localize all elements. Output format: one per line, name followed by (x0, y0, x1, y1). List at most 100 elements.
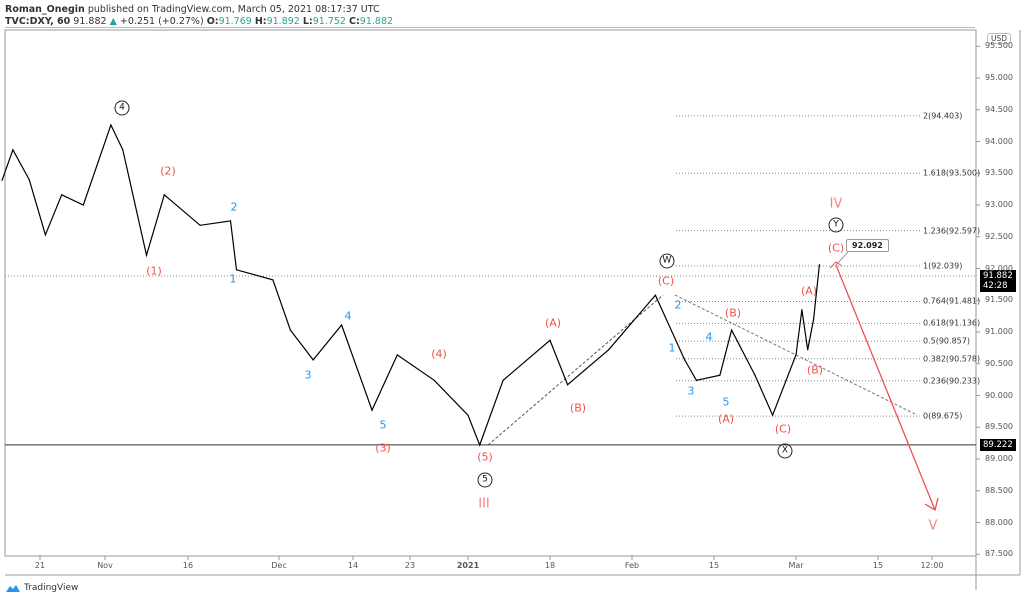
price-point (371, 409, 373, 411)
price-point (771, 414, 774, 416)
price-point (12, 149, 14, 151)
wave-label-V[interactable]: V (928, 518, 938, 534)
wave-label-(B)[interactable]: (B) (806, 363, 824, 377)
wave-label-2[interactable]: 2 (230, 200, 238, 214)
price-point (818, 264, 821, 266)
wave-label-4[interactable]: 4 (705, 330, 713, 344)
price-point (801, 309, 803, 311)
y-tick-label: 95.000 (985, 73, 1013, 82)
high-value: 91.892 (266, 16, 300, 27)
fib-level-label[interactable]: 0(89.675) (923, 411, 963, 421)
last-price: 91.882 (73, 16, 107, 27)
y-tick-label: 91.500 (985, 295, 1013, 305)
wave-label-(A)[interactable]: (A) (717, 412, 735, 426)
fib-level-label[interactable]: 2(94.403) (923, 111, 963, 121)
price-point (549, 339, 551, 341)
bar-countdown: 42:28 (983, 281, 1008, 291)
fib-level-label[interactable]: 1.618(93.500) (923, 168, 981, 178)
price-point (795, 354, 797, 356)
wave-label-IV[interactable]: IV (829, 196, 843, 212)
price-point (502, 379, 504, 381)
fib-level-label[interactable]: 0.5(90.857) (923, 336, 970, 346)
fib-level-label[interactable]: 0.618(91.136) (923, 318, 981, 328)
wave-label-circled-5[interactable]: 5 (477, 472, 493, 488)
y-tick-label: 92.000 (985, 263, 1013, 273)
wave-label-(C)[interactable]: (C) (774, 422, 792, 436)
y-tick-label: 88.500 (985, 485, 1013, 495)
price-point (754, 374, 756, 376)
wave-label-(A)[interactable]: (A) (544, 316, 562, 330)
currency-badge[interactable]: USD (987, 33, 1012, 44)
wave-label-3[interactable]: 3 (304, 368, 312, 382)
wave-label-1[interactable]: 1 (229, 272, 237, 286)
wave-label-(2)[interactable]: (2) (160, 164, 176, 178)
wave-label-(4)[interactable]: (4) (431, 347, 447, 361)
price-series-line (1, 123, 820, 447)
wave-label-(B)[interactable]: (B) (724, 306, 742, 320)
price-point (396, 354, 398, 356)
price-point (341, 324, 343, 326)
wave-label-2[interactable]: 2 (674, 298, 682, 312)
author[interactable]: Roman_Onegin (5, 4, 85, 15)
x-tick-label: 15 (708, 561, 720, 570)
fib-level-label[interactable]: 0.764(91.481) (923, 296, 981, 306)
wave-label-circled-X[interactable]: X (777, 443, 793, 459)
fib-level-label[interactable]: 1(92.039) (923, 261, 963, 271)
wave-label-3[interactable]: 3 (687, 384, 695, 398)
wave-label-(A)[interactable]: (A) (800, 284, 818, 298)
price-point (607, 349, 610, 351)
wave-label-(C)[interactable]: (C) (657, 274, 675, 288)
header-divider (5, 27, 975, 28)
price-point (235, 269, 238, 271)
y-tick-label: 94.500 (985, 104, 1013, 114)
price-point (110, 124, 112, 126)
price-point (163, 194, 165, 196)
wave-label-circled-W[interactable]: W (659, 253, 675, 269)
wave-label-(C)[interactable]: (C) (827, 241, 845, 255)
close-value: 91.882 (359, 16, 394, 27)
publish-info: published on TradingView.com, March 05, … (87, 4, 380, 15)
x-tick-label: Nov (97, 561, 113, 570)
wave-label-(3)[interactable]: (3) (375, 441, 391, 455)
price-callout[interactable]: 92.092 (846, 239, 889, 252)
price-point (467, 414, 469, 416)
x-tick-label: 23 (404, 561, 416, 570)
symbol[interactable]: TVC:DXY, 60 (5, 16, 71, 27)
price-point (812, 318, 815, 320)
wave-label-III[interactable]: III (478, 496, 490, 512)
y-tick-label: 89.500 (985, 422, 1013, 432)
fib-level-label[interactable]: 1.236(92.597) (923, 226, 981, 236)
wave-label-circled-Y[interactable]: Y (828, 217, 844, 233)
change: +0.251 (+0.27%) (119, 16, 204, 27)
x-tick-label: 15 (872, 561, 884, 570)
price-point (122, 149, 124, 151)
low-value: 91.752 (312, 16, 346, 27)
x-tick-label: 14 (347, 561, 359, 570)
price-point (272, 279, 274, 281)
fib-level-label[interactable]: 0.236(90.233) (923, 376, 981, 386)
wave-label-5[interactable]: 5 (722, 395, 730, 409)
wave-label-4[interactable]: 4 (344, 309, 352, 323)
price-point (566, 384, 569, 386)
support-price-tag: 89.222 (980, 439, 1016, 451)
wave-label-(B)[interactable]: (B) (569, 401, 587, 415)
x-tick-label: Feb (624, 561, 640, 570)
open-label: O: (206, 16, 219, 27)
price-point (229, 220, 232, 222)
wave-label-circled-4[interactable]: 4 (114, 100, 130, 116)
projection-arrow-head-icon (924, 497, 939, 512)
wave-label-1[interactable]: 1 (668, 341, 676, 355)
tradingview-brand: TradingView (24, 583, 79, 593)
wave-label-(5)[interactable]: (5) (477, 450, 493, 464)
price-point (730, 329, 733, 331)
fib-level-label[interactable]: 0.382(90.578) (923, 354, 981, 364)
tradingview-logo[interactable]: TradingView (5, 583, 78, 593)
symbol-line: TVC:DXY, 60 91.882 ▲ +0.251 (+0.27%) O:9… (5, 16, 393, 27)
wave-label-(1)[interactable]: (1) (146, 264, 162, 278)
price-point (61, 194, 63, 196)
wave-label-5[interactable]: 5 (379, 418, 387, 432)
y-tick-label: 87.500 (985, 549, 1013, 559)
tradingview-cloud-icon (6, 585, 20, 592)
